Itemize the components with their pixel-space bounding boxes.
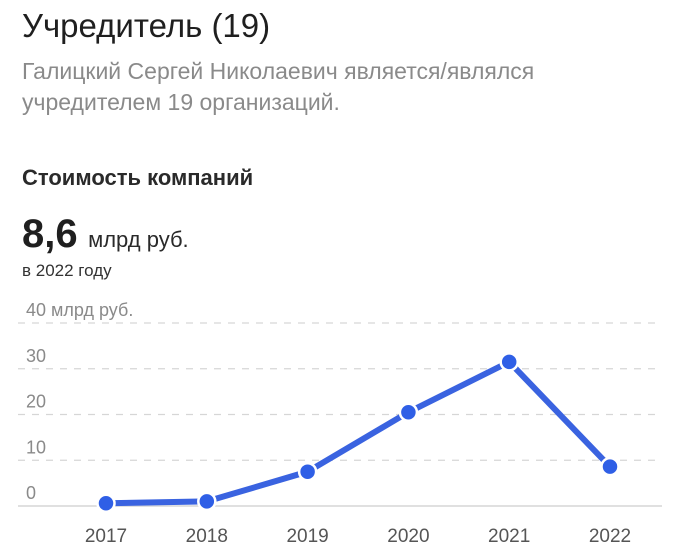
data-point-2022[interactable] xyxy=(600,456,620,477)
x-tick-label: 2021 xyxy=(488,526,530,547)
page-title: Учредитель (19) xyxy=(22,7,271,44)
data-point-2017[interactable] xyxy=(96,493,116,514)
series-line xyxy=(103,358,613,507)
value-year-note: в 2022 году xyxy=(22,261,112,280)
y-axis-labels: 40 млрд руб. 30 20 10 0 xyxy=(26,300,133,503)
company-value-line-chart: 40 млрд руб. 30 20 10 0 2017 2018 2019 2020 2021… xyxy=(18,300,662,547)
y-tick-label: 30 xyxy=(26,346,46,366)
x-axis-labels: 2017 2018 2019 2020 2021 2022 xyxy=(85,526,631,547)
y-tick-label: 10 xyxy=(26,437,46,457)
founder-description: Галицкий Сергей Николаевич является/явля… xyxy=(22,58,535,115)
x-tick-label: 2018 xyxy=(186,526,228,547)
data-point-2020[interactable] xyxy=(398,402,419,422)
data-point-2018[interactable] xyxy=(197,491,217,512)
series-line-path xyxy=(103,358,613,507)
x-tick-label: 2017 xyxy=(85,526,127,547)
x-tick-label: 2022 xyxy=(589,526,631,547)
grid-lines xyxy=(18,322,662,507)
x-tick-label: 2020 xyxy=(387,526,429,547)
series-points xyxy=(96,352,620,514)
data-point-2021[interactable] xyxy=(499,352,519,372)
data-point-2019[interactable] xyxy=(297,461,318,482)
y-tick-label: 20 xyxy=(26,392,46,412)
company-value: 8,6 xyxy=(22,212,78,256)
y-tick-label: 0 xyxy=(26,483,36,503)
section-title: Стоимость компаний xyxy=(22,165,254,190)
y-tick-label: 40 млрд руб. xyxy=(26,300,133,320)
x-tick-label: 2019 xyxy=(286,526,328,547)
company-value-unit: млрд руб. xyxy=(88,227,189,252)
value-summary: 8,6 млрд руб. xyxy=(22,208,189,260)
